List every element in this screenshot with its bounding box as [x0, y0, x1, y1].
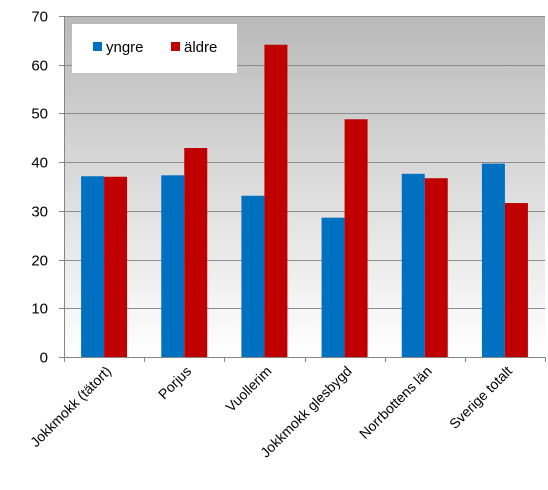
- y-tick-label: 70: [31, 9, 48, 26]
- gridlines: [64, 16, 545, 309]
- axes: [64, 16, 546, 362]
- bar-yngre: [401, 173, 425, 357]
- x-category-label: Sverige totalt: [446, 363, 515, 432]
- x-category-label: Jokkmokk (tätort): [27, 363, 114, 450]
- bar-äldre: [184, 148, 208, 357]
- legend-label-äldre: äldre: [184, 39, 217, 56]
- bar-äldre: [264, 44, 288, 358]
- bar-äldre: [424, 178, 448, 357]
- bar-äldre: [504, 203, 528, 357]
- x-category-label: Vuollerim: [222, 363, 274, 415]
- bar-yngre: [161, 175, 185, 357]
- bar-yngre: [241, 195, 265, 357]
- y-tick-label: 60: [31, 58, 48, 75]
- y-tick-label: 0: [40, 350, 48, 367]
- bar-yngre: [321, 217, 345, 357]
- y-tick-label: 30: [31, 204, 48, 221]
- legend-swatch-yngre: [93, 42, 102, 51]
- x-category-label: Porjus: [155, 363, 194, 402]
- x-axis-labels: Jokkmokk (tätort) Porjus VuollerimJokkmokk…: [27, 363, 515, 461]
- bar-äldre: [104, 176, 128, 357]
- bar-äldre: [344, 119, 368, 357]
- bar-yngre: [481, 163, 505, 357]
- legend-label-yngre: yngre: [106, 39, 144, 56]
- y-tick-label: 40: [31, 155, 48, 172]
- x-category-label: Norrbottens län: [356, 363, 435, 442]
- y-axis-ticks: 0 10 20 30 40 50 60 70: [31, 9, 64, 367]
- legend-swatch-äldre: [171, 42, 180, 51]
- y-tick-label: 50: [31, 106, 48, 123]
- legend: yngre äldre: [72, 24, 237, 73]
- y-tick-label: 10: [31, 301, 48, 318]
- y-tick-label: 20: [31, 253, 48, 270]
- x-category-label: Jokkmokk glesbygd: [257, 363, 355, 461]
- bars: [81, 44, 528, 358]
- bar-yngre: [81, 176, 105, 357]
